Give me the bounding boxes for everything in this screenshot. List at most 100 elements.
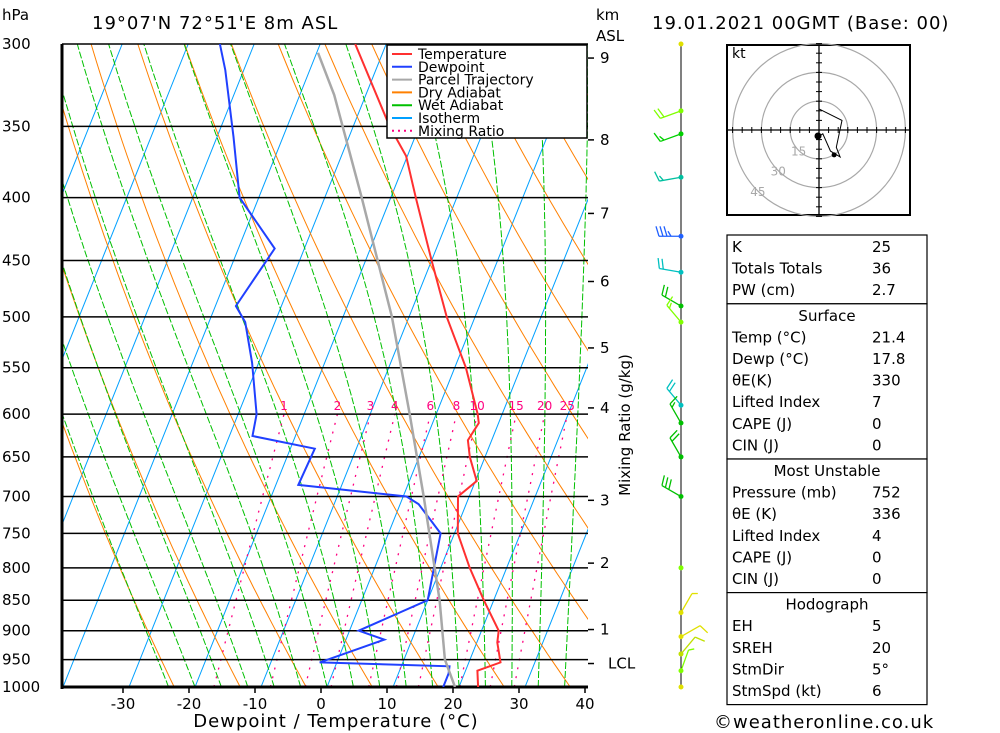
wind-barb bbox=[654, 171, 682, 182]
isotherm-line bbox=[392, 198, 588, 687]
dry-adiabat-line bbox=[90, 44, 373, 687]
wet-adiabat-line bbox=[62, 261, 222, 687]
table-block bbox=[726, 458, 928, 594]
table-row-value: 0 bbox=[872, 415, 882, 433]
hodograph: kt 15 30 45 bbox=[726, 42, 911, 218]
mixing-ratio-line bbox=[459, 414, 517, 687]
pressure-label: 400 bbox=[2, 189, 31, 207]
wind-barb bbox=[666, 296, 682, 323]
pressure-label: 300 bbox=[2, 35, 31, 53]
x-tick-label: -20 bbox=[177, 695, 202, 713]
wind-barb bbox=[657, 258, 682, 273]
isotherm-line bbox=[260, 44, 519, 687]
table-row-value: 0 bbox=[872, 548, 882, 566]
mixing-ratio-line bbox=[489, 414, 546, 687]
table-row-label: CIN (J) bbox=[732, 570, 779, 588]
table-block bbox=[726, 234, 928, 305]
pressure-label: 500 bbox=[2, 308, 31, 326]
pressure-label: 900 bbox=[2, 622, 31, 640]
table-row-value: 7 bbox=[872, 393, 882, 411]
pressure-label: 450 bbox=[2, 252, 31, 270]
dry-adiabat-line bbox=[324, 44, 588, 529]
wind-barb bbox=[653, 108, 682, 119]
dry-adiabat-line bbox=[464, 44, 588, 266]
mixing-ratio-line bbox=[269, 414, 339, 687]
dry-adiabat-line bbox=[418, 44, 588, 352]
mixing-ratio-label: 8 bbox=[453, 399, 461, 413]
table-block bbox=[726, 591, 928, 706]
mixing-ratio-label: 25 bbox=[560, 399, 575, 413]
isotherm-line bbox=[62, 44, 123, 196]
table-row-value: 2.7 bbox=[872, 281, 896, 299]
table-row-label: SREH bbox=[732, 639, 773, 657]
mixing-ratio-axis-label: Mixing Ratio (g/kg) bbox=[616, 354, 634, 496]
profiles bbox=[218, 44, 502, 687]
mixing-ratio-label: 6 bbox=[426, 399, 434, 413]
location-title: 19°07'N 72°51'E 8m ASL bbox=[92, 13, 338, 34]
wind-barb bbox=[669, 429, 682, 458]
x-tick-label: -10 bbox=[243, 695, 268, 713]
table-row-label: StmSpd (kt) bbox=[732, 682, 822, 700]
km-tick-label: 9 bbox=[600, 49, 610, 67]
isotherm-line bbox=[62, 44, 321, 687]
table-row-label: K bbox=[732, 238, 743, 256]
mixing-ratio-line bbox=[395, 414, 458, 687]
table-section-title: Most Unstable bbox=[774, 462, 881, 480]
km-tick-label: 7 bbox=[600, 204, 610, 222]
mixing-ratio-line bbox=[368, 414, 431, 687]
km-tick-label: 5 bbox=[600, 339, 610, 357]
temperature-line bbox=[354, 44, 502, 687]
legend-label: Wet Adiabat bbox=[418, 98, 504, 114]
wet-adiabat-line bbox=[284, 44, 434, 687]
pressure-label: 1000 bbox=[2, 678, 40, 696]
dry-adiabat-line bbox=[980, 44, 1000, 687]
pressure-label: 750 bbox=[2, 524, 31, 542]
x-tick-label: 0 bbox=[316, 695, 326, 713]
wind-dot bbox=[678, 41, 684, 47]
km-tick-label: LCL bbox=[608, 655, 636, 673]
mixing-ratio-label: 1 bbox=[280, 399, 288, 413]
legend-label: Dewpoint bbox=[418, 60, 485, 76]
km-tick-label: 6 bbox=[600, 272, 610, 290]
table-row-label: Temp (°C) bbox=[731, 328, 806, 346]
km-tick-label: 3 bbox=[600, 491, 610, 509]
pressure-label: 650 bbox=[2, 448, 31, 466]
mixing-ratio-line bbox=[330, 414, 396, 687]
wind-barb bbox=[661, 284, 682, 307]
table-row-label: CAPE (J) bbox=[732, 415, 792, 433]
wind-dot bbox=[678, 684, 684, 690]
pressure-label: 800 bbox=[2, 559, 31, 577]
wind-barbs bbox=[653, 41, 709, 690]
wind-barb bbox=[669, 395, 682, 424]
wet-adiabat-line bbox=[143, 44, 354, 687]
isotherm-line bbox=[524, 528, 588, 687]
mixing-ratio-label: 4 bbox=[391, 399, 399, 413]
wet-adiabat-line bbox=[62, 178, 249, 687]
wind-barb bbox=[680, 648, 695, 671]
mixing-ratio-line bbox=[513, 414, 568, 687]
hodograph-ring-label: 45 bbox=[750, 185, 765, 199]
table-row-label: Totals Totals bbox=[731, 260, 823, 278]
table-row-value: 21.4 bbox=[872, 328, 905, 346]
x-tick-label: 40 bbox=[575, 695, 594, 713]
table-row-label: Lifted Index bbox=[732, 393, 820, 411]
isotherm-line bbox=[326, 44, 585, 687]
hodograph-unit: kt bbox=[732, 46, 746, 62]
wet-adiabat-line bbox=[345, 44, 460, 687]
dry-adiabat-line bbox=[371, 44, 588, 440]
table-section-title: Surface bbox=[798, 307, 855, 325]
km-tick-label: 2 bbox=[600, 554, 610, 572]
legend-label: Parcel Trajectory bbox=[418, 73, 534, 89]
wind-barb bbox=[680, 625, 709, 638]
x-axis: -30 -20 -10 0 10 20 30 40 bbox=[111, 687, 595, 713]
table-row-label: PW (cm) bbox=[732, 281, 795, 299]
table-row-value: 0 bbox=[872, 570, 882, 588]
mixing-ratio-line bbox=[304, 414, 372, 687]
table-row-value: 6 bbox=[872, 682, 882, 700]
table-row-label: EH bbox=[732, 617, 753, 635]
mixing-ratio-line bbox=[417, 414, 478, 687]
copyright: ©weatheronline.co.uk bbox=[714, 712, 934, 733]
pressure-label: 700 bbox=[2, 488, 31, 506]
x-axis-label: Dewpoint / Temperature (°C) bbox=[193, 711, 478, 732]
